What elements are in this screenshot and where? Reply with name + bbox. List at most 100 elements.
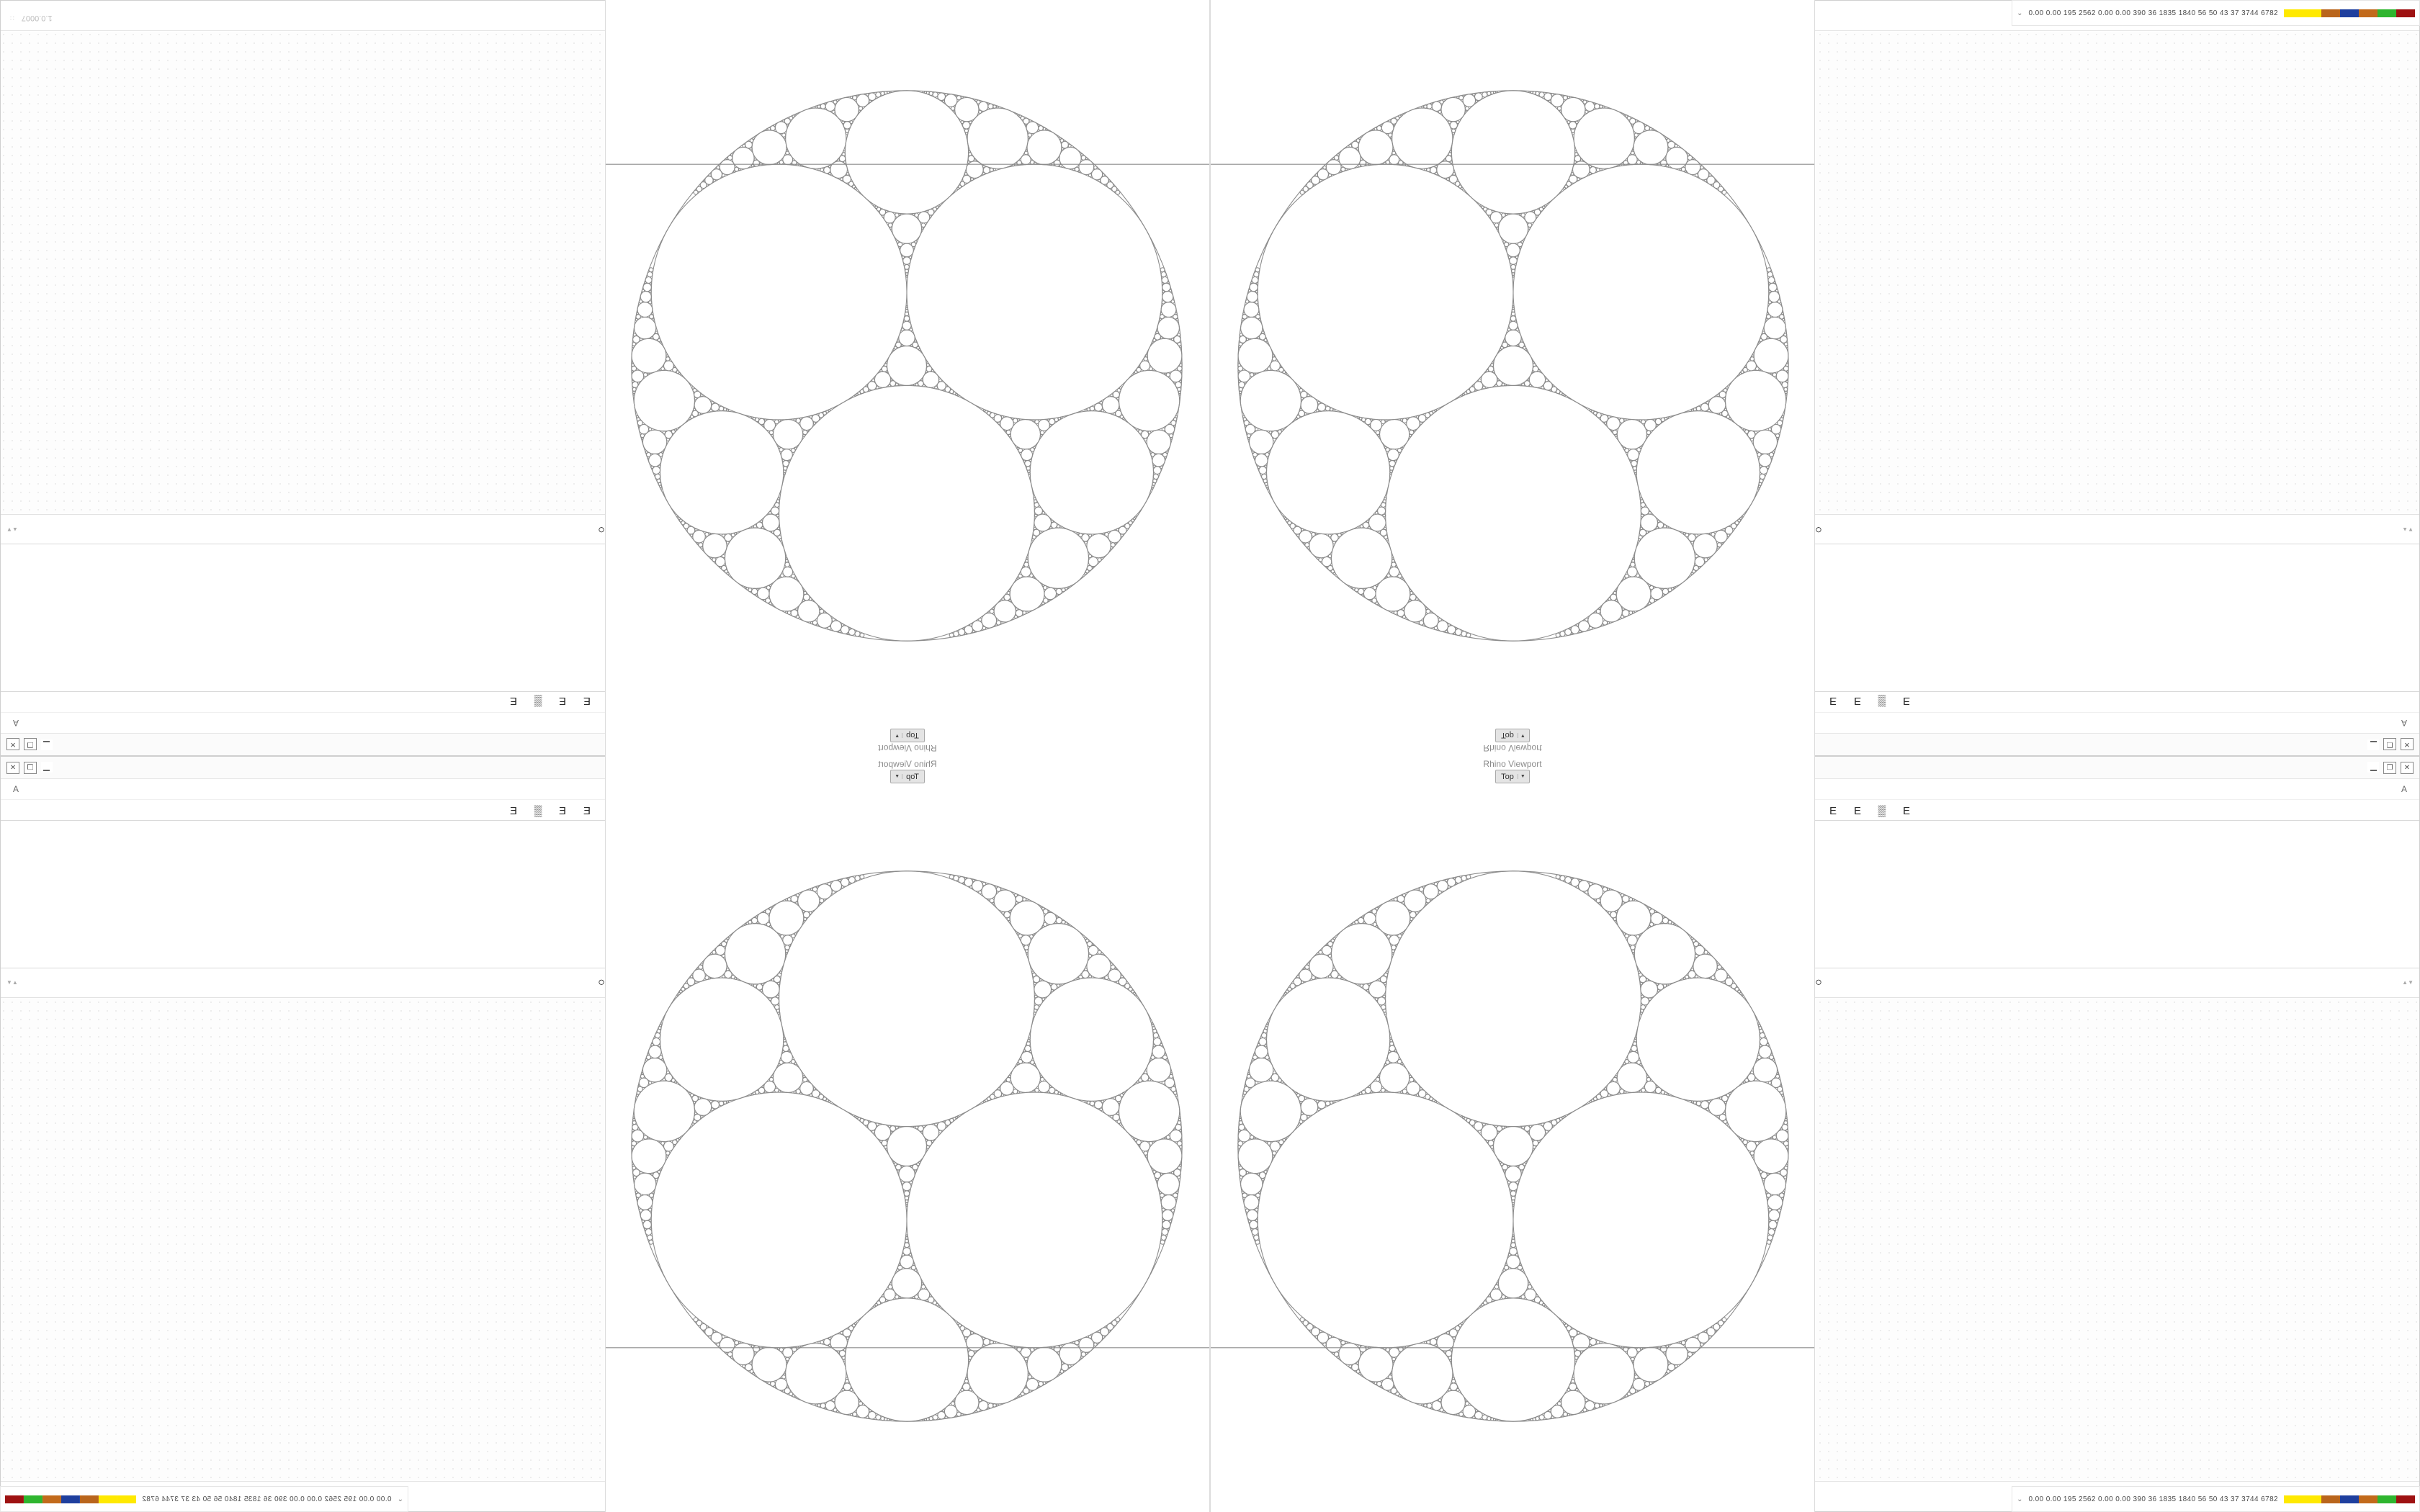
coordinate-readout: 0.00 0.00 195 2562 0.00 0.00 390 36 1835…	[142, 1495, 392, 1503]
viewport-name: Rhino Viewport	[1483, 743, 1542, 753]
close-button[interactable]: ✕	[6, 761, 19, 774]
coordinate-readout: 0.00 0.00 195 2562 0.00 0.00 390 36 1835…	[2028, 9, 2278, 17]
color-swatch-6[interactable]	[2396, 1495, 2415, 1503]
color-swatch-2[interactable]	[80, 1495, 99, 1503]
menu-trailing-label: A	[2401, 718, 2407, 728]
color-swatch-5[interactable]	[24, 1495, 42, 1503]
version-label: 1.0.0007	[21, 14, 53, 22]
chevron-down-icon: ▼	[892, 774, 903, 779]
color-swatch-3[interactable]	[2340, 1495, 2359, 1503]
window-buttons[interactable]: ❐ ✕	[6, 738, 53, 751]
plugin-e2-tab[interactable]: E	[1853, 805, 1861, 817]
plugin-e1-tab[interactable]: E	[583, 695, 591, 707]
window-buttons[interactable]: ❐ ✕	[2367, 738, 2414, 751]
rhino-viewport-bottom-left[interactable]: Rhino Viewport Top ▼	[605, 756, 1210, 1512]
viewport-name: Rhino Viewport	[1483, 759, 1542, 769]
viewport-canvas[interactable]	[1211, 6, 1815, 726]
viewport-header: Rhino Viewport Top ▼	[606, 726, 1209, 756]
plugin-dots-tab[interactable]: ▒	[1878, 695, 1886, 707]
color-swatch-0[interactable]	[2284, 1495, 2303, 1503]
viewport-canvas[interactable]	[605, 786, 1209, 1506]
plugin-e2-tab[interactable]: E	[559, 805, 567, 817]
preview-blue-icon[interactable]: ○	[1815, 976, 1822, 989]
minimize-button[interactable]	[2367, 739, 2379, 751]
color-swatch-1[interactable]	[99, 1495, 117, 1503]
viewport-header: Rhino Viewport Top ▼	[1211, 756, 1814, 786]
rhino-viewport-bottom-right[interactable]: Rhino Viewport Top ▼	[1210, 756, 1815, 1512]
coordinate-readout: 0.00 0.00 195 2562 0.00 0.00 390 36 1835…	[2028, 1495, 2278, 1503]
toolbar-overflow-spinner[interactable]: ▲▼	[2402, 979, 2414, 986]
toolbar-overflow-spinner[interactable]: ▲▼	[6, 979, 18, 986]
viewport-header: Rhino Viewport Top ▼	[606, 756, 1209, 786]
status-strip-bottom-left: ⌄ 0.00 0.00 195 2562 0.00 0.00 390 36 183…	[0, 1486, 408, 1512]
color-swatch-2[interactable]	[2321, 1495, 2340, 1503]
status-strip-top-right: ⌄ 0.00 0.00 195 2562 0.00 0.00 390 36 183…	[2012, 0, 2420, 26]
chevron-icon[interactable]: ⌄	[2017, 1495, 2023, 1503]
viewport-view-select[interactable]: Top ▼	[890, 729, 925, 742]
viewport-view-select[interactable]: Top ▼	[890, 770, 925, 783]
maximize-button[interactable]: ❐	[24, 761, 37, 774]
viewport-header: Rhino Viewport Top ▼	[1211, 726, 1814, 756]
minimize-button[interactable]	[41, 739, 53, 751]
window-buttons[interactable]: ❐ ✕	[6, 761, 53, 774]
color-swatch-0[interactable]	[2284, 9, 2303, 17]
plugin-e2-tab[interactable]: E	[559, 695, 567, 707]
status-strip-bottom-right: ⌄ 0.00 0.00 195 2562 0.00 0.00 390 36 183…	[2012, 1486, 2420, 1512]
chevron-down-icon: ▼	[892, 733, 903, 738]
toolbar-overflow-spinner[interactable]: ▲▼	[6, 526, 18, 533]
plugin-dots-tab[interactable]: ▒	[534, 805, 542, 817]
rhino-viewport-top-right[interactable]: Rhino Viewport Top ▼	[1210, 0, 1815, 756]
menu-trailing-label: A	[2401, 784, 2407, 794]
close-button[interactable]: ✕	[2401, 761, 2414, 774]
plugin-e3-tab[interactable]: E	[1902, 695, 1910, 707]
plugin-e1-tab[interactable]: E	[583, 805, 591, 817]
plugin-e1-tab[interactable]: E	[1829, 805, 1837, 817]
color-swatch-6[interactable]	[5, 1495, 24, 1503]
viewport-canvas[interactable]	[605, 6, 1209, 726]
minimize-button[interactable]	[41, 761, 53, 773]
menu-trailing-label: A	[13, 718, 19, 728]
color-swatch-1[interactable]	[2303, 1495, 2321, 1503]
plugin-e2-tab[interactable]: E	[1853, 695, 1861, 707]
plugin-dots-tab[interactable]: ▒	[534, 695, 542, 707]
plugin-e3-tab[interactable]: E	[510, 695, 518, 707]
resize-grip-icon[interactable]: ∷	[9, 14, 14, 22]
viewport-canvas[interactable]	[1211, 786, 1814, 1506]
viewport-view-label: Top	[906, 772, 919, 781]
color-swatch-5[interactable]	[2378, 9, 2396, 17]
viewport-view-label: Top	[1501, 772, 1514, 781]
viewport-view-label: Top	[1501, 731, 1514, 740]
plugin-e3-tab[interactable]: E	[510, 805, 518, 817]
rhino-viewport-top-left[interactable]: Rhino Viewport Top ▼	[605, 0, 1210, 756]
maximize-button[interactable]: ❐	[2383, 761, 2396, 774]
close-button[interactable]: ✕	[2401, 738, 2414, 751]
menu-trailing-label: A	[13, 784, 19, 794]
window-buttons[interactable]: ❐ ✕	[2367, 761, 2414, 774]
color-swatch-4[interactable]	[42, 1495, 61, 1503]
maximize-button[interactable]: ❐	[2383, 738, 2396, 751]
plugin-e1-tab[interactable]: E	[1829, 695, 1837, 707]
minimize-button[interactable]	[2367, 761, 2379, 773]
chevron-icon[interactable]: ⌄	[397, 1495, 403, 1503]
viewport-view-select[interactable]: Top ▼	[1495, 770, 1530, 783]
color-swatch-4[interactable]	[2359, 1495, 2378, 1503]
color-swatch-0[interactable]	[117, 1495, 136, 1503]
chevron-icon[interactable]: ⌄	[2017, 9, 2023, 17]
color-swatch-3[interactable]	[2340, 9, 2359, 17]
plugin-e3-tab[interactable]: E	[1902, 805, 1910, 817]
color-swatch-2[interactable]	[2321, 9, 2340, 17]
chevron-down-icon: ▼	[1517, 733, 1528, 738]
maximize-button[interactable]: ❐	[24, 738, 37, 751]
color-swatch-1[interactable]	[2303, 9, 2321, 17]
toolbar-overflow-spinner[interactable]: ▲▼	[2402, 526, 2414, 533]
close-button[interactable]: ✕	[6, 738, 19, 751]
color-swatch-6[interactable]	[2396, 9, 2415, 17]
viewport-name: Rhino Viewport	[878, 759, 937, 769]
plugin-dots-tab[interactable]: ▒	[1878, 805, 1886, 817]
color-swatch-3[interactable]	[61, 1495, 80, 1503]
color-swatch-5[interactable]	[2378, 1495, 2396, 1503]
color-swatch-4[interactable]	[2359, 9, 2378, 17]
chevron-down-icon: ▼	[1517, 774, 1528, 779]
viewport-view-select[interactable]: Top ▼	[1495, 729, 1530, 742]
